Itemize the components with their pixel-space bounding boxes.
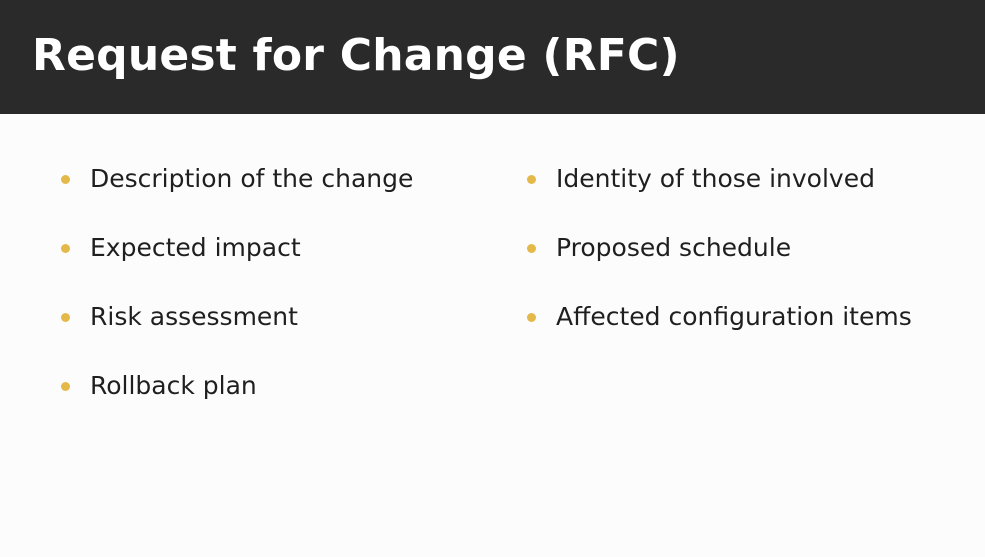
bullet-text: Risk assessment: [90, 302, 298, 331]
bullet-dot-icon: [527, 175, 536, 184]
bullet-dot-icon: [61, 175, 70, 184]
bullet-dot-icon: [61, 382, 70, 391]
bullet-text: Proposed schedule: [556, 233, 792, 262]
bullet-item-rollback-plan: Rollback plan: [58, 367, 488, 405]
slide-title: Request for Change (RFC): [32, 30, 680, 81]
bullet-item-description: Description of the change: [58, 160, 488, 198]
bullet-item-configuration-items: Affected configuration items: [524, 298, 964, 336]
bullet-text: Expected impact: [90, 233, 301, 262]
bullet-item-identity: Identity of those involved: [524, 160, 964, 198]
bullet-text: Affected configuration items: [556, 302, 912, 331]
right-bullet-list: Identity of those involved Proposed sche…: [524, 160, 964, 367]
bullet-item-proposed-schedule: Proposed schedule: [524, 229, 964, 267]
bullet-dot-icon: [527, 313, 536, 322]
bullet-dot-icon: [527, 244, 536, 253]
title-bar: Request for Change (RFC): [0, 0, 985, 114]
bullet-dot-icon: [61, 244, 70, 253]
bullet-dot-icon: [61, 313, 70, 322]
bullet-item-risk-assessment: Risk assessment: [58, 298, 488, 336]
bullet-item-expected-impact: Expected impact: [58, 229, 488, 267]
bullet-text: Rollback plan: [90, 371, 257, 400]
left-bullet-list: Description of the change Expected impac…: [58, 160, 488, 436]
bullet-text: Description of the change: [90, 164, 414, 193]
bullet-text: Identity of those involved: [556, 164, 875, 193]
